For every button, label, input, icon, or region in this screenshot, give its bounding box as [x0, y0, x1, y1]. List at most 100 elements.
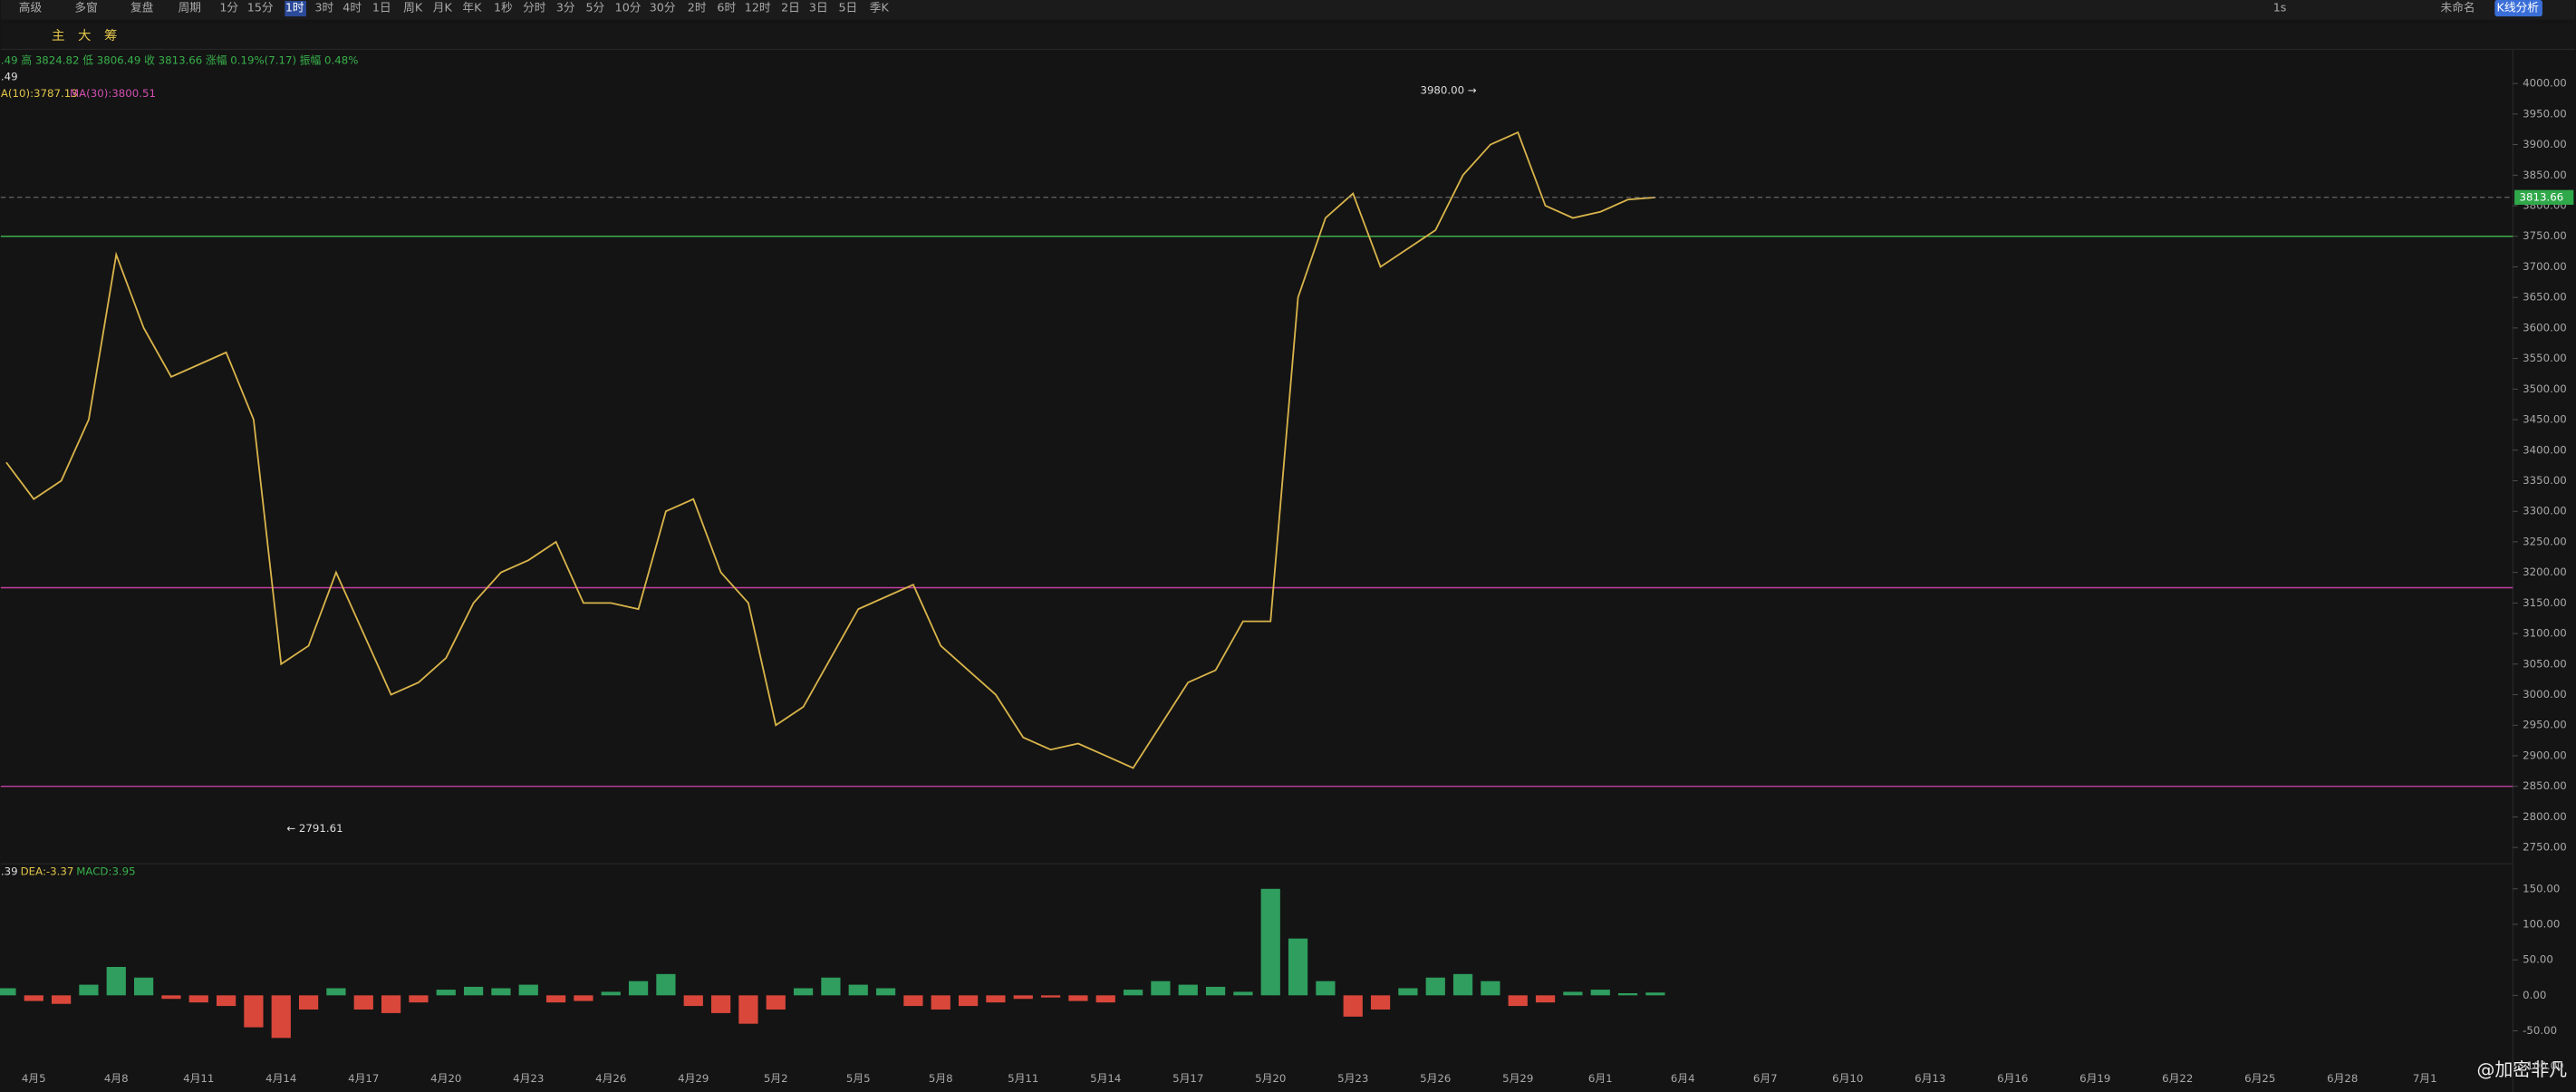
- x-tick-label: 6月16: [1997, 1072, 2028, 1085]
- toolbar-item[interactable]: 分时: [523, 1, 546, 14]
- toolbar-item[interactable]: 月K: [433, 1, 453, 14]
- macd-bar: [51, 995, 72, 1004]
- x-tick-label: 4月5: [22, 1072, 46, 1085]
- macd-bar: [133, 977, 154, 996]
- toolbar-right[interactable]: 1s: [2273, 1, 2287, 14]
- macd-bar: [79, 984, 99, 996]
- toolbar-item[interactable]: 1分: [219, 1, 238, 14]
- x-tick-label: 4月8: [104, 1072, 129, 1085]
- last-price-box: [2514, 189, 2574, 205]
- ma-info: MA(30):3800.51: [70, 87, 156, 100]
- macd-legend: .39: [1, 865, 18, 878]
- toolbar-item[interactable]: 3日: [809, 1, 828, 14]
- macd-bar: [271, 995, 291, 1039]
- x-tick-label: 6月10: [1832, 1072, 1863, 1085]
- toolbar-item[interactable]: 4时: [343, 1, 362, 14]
- macd-bar: [106, 966, 126, 996]
- y-tick-label: 3500.00: [2523, 382, 2567, 395]
- x-tick-label: 5月29: [1502, 1072, 1533, 1085]
- y-tick-label: 3150.00: [2523, 596, 2567, 609]
- y-tick-label: 3900.00: [2523, 138, 2567, 150]
- toolbar-item[interactable]: 6时: [717, 1, 736, 14]
- macd-bar: [1590, 990, 1610, 996]
- price-annotation: 3980.00 →: [1420, 84, 1476, 97]
- toolbar-item[interactable]: 周K: [403, 1, 423, 14]
- macd-bar: [326, 988, 346, 996]
- macd-bar: [353, 995, 373, 1010]
- toolbar-item[interactable]: 12时: [745, 1, 771, 14]
- macd-bar: [545, 995, 566, 1003]
- y-tick-label: 3600.00: [2523, 321, 2567, 333]
- toolbar-item[interactable]: 3时: [314, 1, 333, 14]
- toolbar-item[interactable]: 2日: [781, 1, 800, 14]
- toolbar-item[interactable]: 3分: [556, 1, 575, 14]
- y-tick-label: 3450.00: [2523, 413, 2567, 426]
- y-tick-label: 3400.00: [2523, 443, 2567, 456]
- macd-bar: [1425, 977, 1445, 996]
- toolbar-item[interactable]: 复盘: [130, 1, 154, 14]
- macd-bar: [161, 995, 181, 1000]
- y-tick-label: 2750.00: [2523, 841, 2567, 854]
- toolbar-item[interactable]: 5分: [585, 1, 604, 14]
- macd-bar: [903, 995, 923, 1007]
- macd-bar: [986, 995, 1006, 1003]
- macd-bar: [848, 984, 868, 996]
- macd-bar: [1481, 981, 1500, 996]
- toolbar-item[interactable]: 5日: [839, 1, 858, 14]
- active-tab-bg: [285, 0, 306, 17]
- toolbar-item[interactable]: 多窗: [74, 1, 97, 14]
- x-tick-label: 5月14: [1090, 1072, 1121, 1085]
- toolbar-item[interactable]: 10分: [615, 1, 642, 14]
- toolbar-item[interactable]: 1日: [372, 1, 391, 14]
- x-tick-label: 6月28: [2327, 1072, 2358, 1085]
- tool[interactable]: 主: [52, 28, 64, 43]
- watermark: @加密非凡: [2476, 1059, 2567, 1080]
- macd-bar: [1316, 981, 1336, 996]
- macd-bar: [1095, 995, 1115, 1003]
- toolbar-item[interactable]: 2时: [688, 1, 707, 14]
- toolbar-item[interactable]: 季K: [870, 1, 890, 14]
- y-tick-label: 3650.00: [2523, 291, 2567, 304]
- y-tick-label: 3950.00: [2523, 107, 2567, 120]
- toolbar-right[interactable]: K线分析: [2497, 1, 2540, 14]
- ma-info: A(10):3787.13: [1, 87, 78, 100]
- macd-bar: [1398, 988, 1418, 996]
- y-tick-label: 3550.00: [2523, 352, 2567, 364]
- x-tick-label: 4月20: [430, 1072, 461, 1085]
- x-tick-label: 5月2: [764, 1072, 788, 1085]
- x-tick-label: 5月11: [1008, 1072, 1038, 1085]
- y-tick-label: 0.00: [2523, 989, 2546, 1001]
- toolbar-right[interactable]: 未命名: [2441, 1, 2475, 14]
- y-tick-label: 3300.00: [2523, 505, 2567, 517]
- toolbar-item[interactable]: 30分: [650, 1, 676, 14]
- toolbar-item[interactable]: 高级: [19, 1, 43, 14]
- macd-bar: [216, 995, 236, 1007]
- y-tick-label: 3100.00: [2523, 627, 2567, 640]
- last-price-label: 3813.66: [2520, 190, 2564, 203]
- toolbar-item[interactable]: 周期: [178, 1, 201, 14]
- macd-bar: [1617, 992, 1638, 996]
- price-line: [5, 130, 1655, 769]
- toolbar-item[interactable]: 1秒: [494, 1, 513, 14]
- x-tick-label: 4月26: [595, 1072, 626, 1085]
- macd-bar: [1040, 995, 1061, 998]
- toolbar: 高级 多窗 复盘 周期 1分 15分 1时 3时 4时 1日 周K 月K 年K 1秒 分时 3分 5分 10分 30…: [19, 0, 890, 17]
- toolbar-item[interactable]: 15分: [247, 1, 274, 14]
- tool[interactable]: 大: [78, 28, 92, 43]
- y-tick-label: 3050.00: [2523, 657, 2567, 670]
- toolbar-item[interactable]: 1时: [285, 1, 304, 14]
- x-tick-label: 4月11: [183, 1072, 214, 1085]
- x-tick-label: 4月23: [513, 1072, 544, 1085]
- macd-bar: [793, 988, 814, 996]
- macd-bar: [1260, 888, 1280, 996]
- macd-bar: [491, 988, 511, 996]
- toolbar2-bg: [0, 23, 2576, 50]
- y-tick-label: 2850.00: [2523, 779, 2567, 792]
- toolbar-item[interactable]: 年K: [462, 1, 482, 14]
- x-tick-label: 5月17: [1172, 1072, 1203, 1085]
- macd-bar: [1288, 938, 1308, 996]
- tool[interactable]: 筹: [104, 28, 118, 43]
- x-tick-label: 4月29: [678, 1072, 709, 1085]
